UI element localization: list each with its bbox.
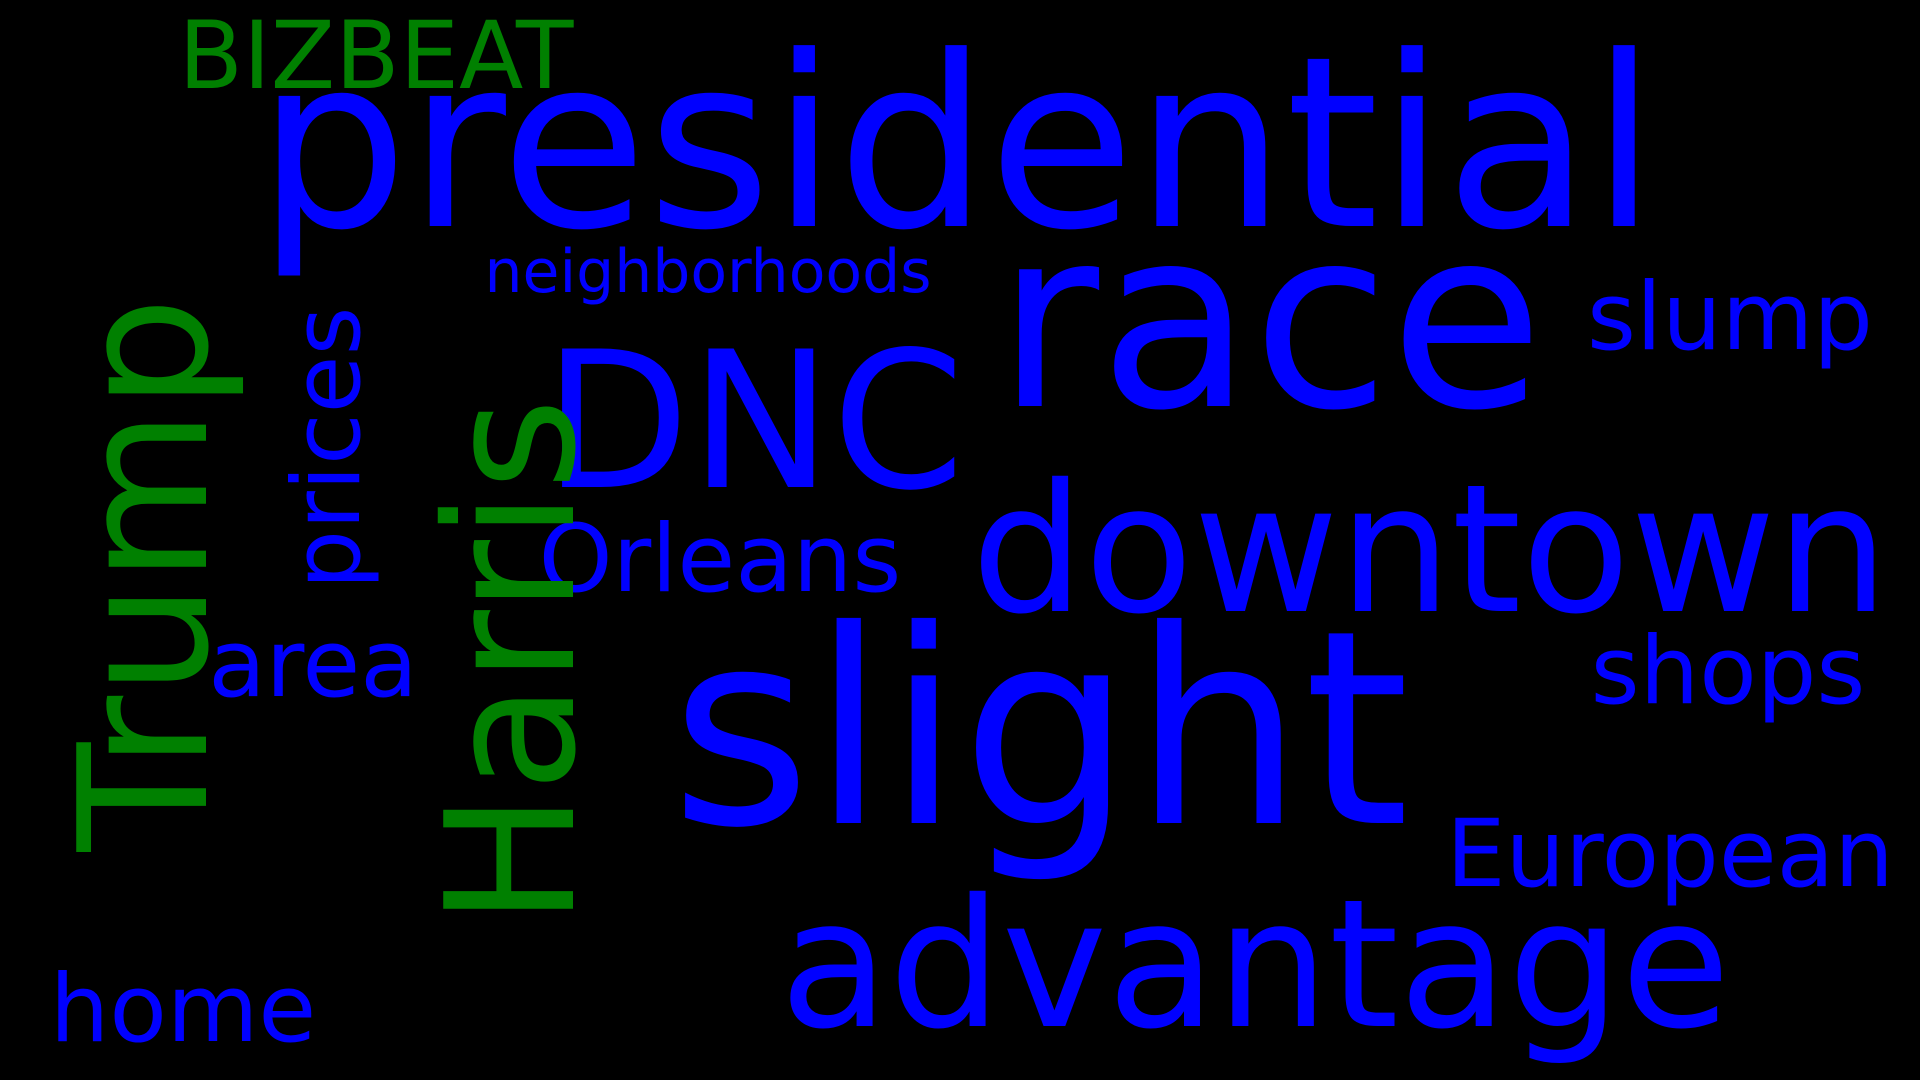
word-prices: prices <box>273 306 382 590</box>
word-shops: shops <box>1590 617 1866 726</box>
word-presidential: presidential <box>257 6 1657 283</box>
word-trump: Trump <box>41 296 248 852</box>
word-orleans: Orleans <box>538 505 902 614</box>
word-slump: slump <box>1587 263 1873 372</box>
word-race: race <box>996 174 1544 465</box>
word-harris: Harris <box>408 397 615 927</box>
word-area: area <box>208 610 418 719</box>
word-bizbeat: BIZBEAT <box>178 2 574 111</box>
word-european: European <box>1446 800 1894 909</box>
word-dnc: DNC <box>543 311 965 532</box>
word-downtown: downtown <box>971 446 1889 653</box>
word-home: home <box>49 955 317 1064</box>
word-advantage: advantage <box>779 861 1731 1068</box>
word-neighborhoods: neighborhoods <box>484 237 932 307</box>
word-slight: slight <box>670 572 1410 887</box>
